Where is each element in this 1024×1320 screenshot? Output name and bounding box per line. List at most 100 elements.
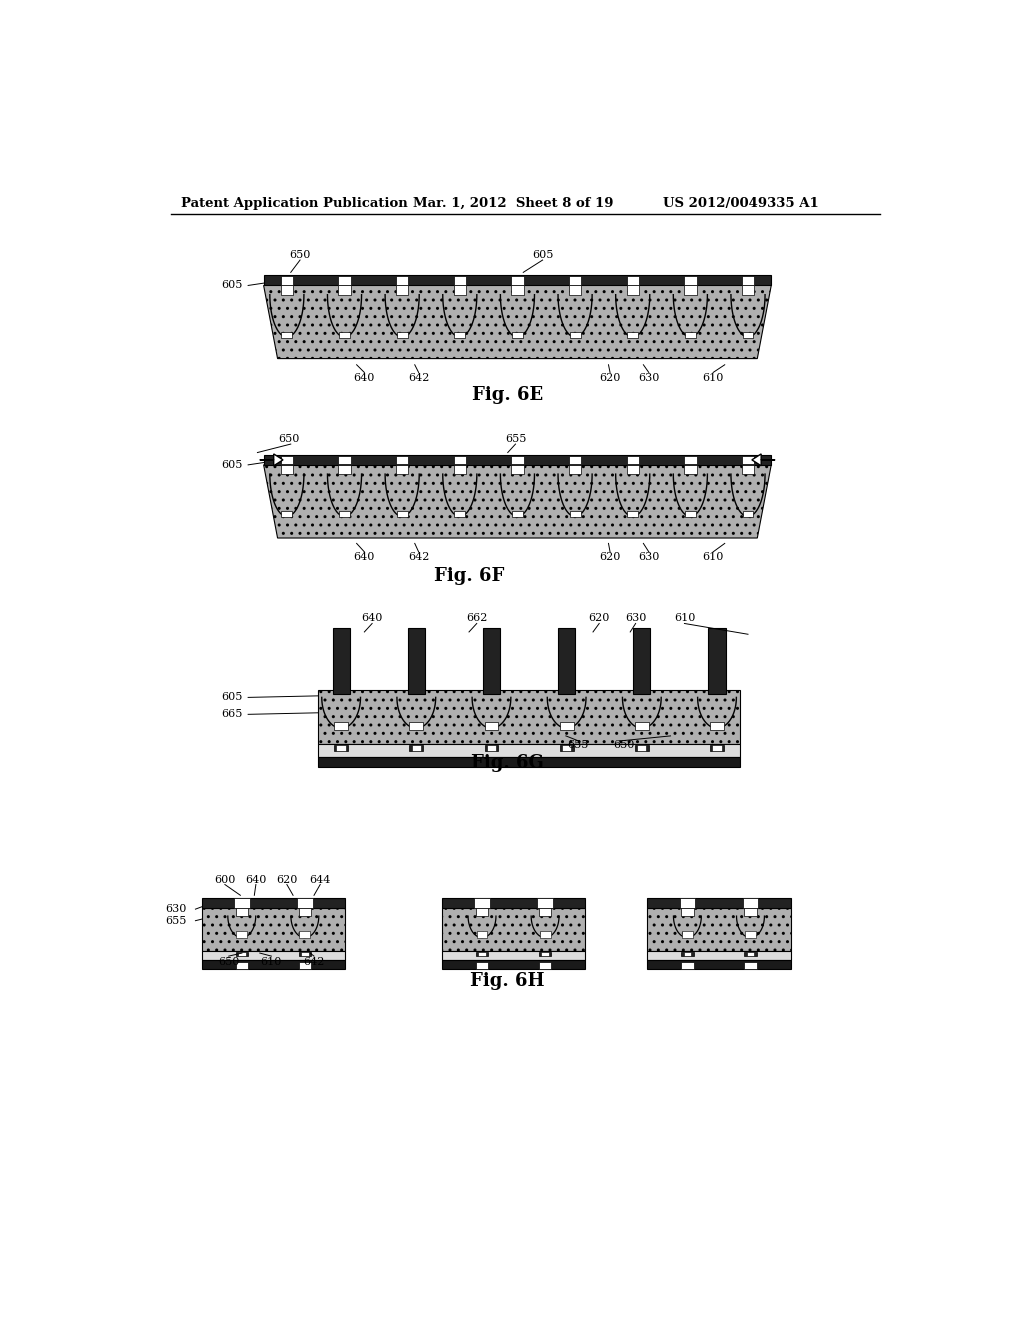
Bar: [317, 758, 740, 767]
Bar: [483, 628, 500, 693]
Bar: [299, 961, 311, 969]
Bar: [455, 331, 465, 338]
Text: 620: 620: [599, 552, 621, 562]
Bar: [682, 932, 693, 937]
Bar: [281, 276, 293, 285]
Bar: [442, 898, 586, 908]
Bar: [299, 908, 311, 916]
Bar: [455, 511, 465, 517]
Bar: [560, 722, 573, 730]
Bar: [317, 743, 740, 758]
Bar: [337, 744, 346, 751]
Bar: [744, 952, 757, 956]
Text: Mar. 1, 2012  Sheet 8 of 19: Mar. 1, 2012 Sheet 8 of 19: [414, 197, 613, 210]
Text: 600: 600: [214, 875, 236, 884]
Bar: [476, 908, 488, 916]
Text: 610: 610: [702, 372, 724, 383]
Bar: [647, 950, 791, 960]
Bar: [281, 285, 293, 294]
Bar: [635, 722, 649, 730]
Text: 642: 642: [408, 552, 429, 562]
Bar: [511, 285, 523, 294]
Bar: [627, 465, 639, 474]
Bar: [202, 950, 345, 960]
Bar: [474, 899, 489, 908]
Polygon shape: [263, 285, 771, 359]
Bar: [396, 455, 409, 465]
Bar: [746, 952, 755, 956]
Bar: [333, 628, 349, 693]
Bar: [569, 276, 582, 285]
Text: 650: 650: [218, 957, 240, 966]
Text: Fig. 6H: Fig. 6H: [470, 972, 545, 990]
Bar: [633, 628, 650, 693]
Bar: [744, 908, 757, 916]
Bar: [338, 465, 350, 474]
Bar: [511, 455, 523, 465]
Text: 650: 650: [613, 741, 635, 750]
Bar: [710, 744, 724, 751]
Text: 610: 610: [261, 957, 282, 966]
Bar: [681, 908, 693, 916]
Bar: [202, 898, 345, 908]
Text: 650: 650: [290, 251, 310, 260]
Bar: [709, 628, 726, 693]
Bar: [486, 744, 496, 751]
Bar: [478, 952, 486, 956]
Text: 650: 650: [279, 434, 300, 445]
Bar: [454, 465, 466, 474]
Bar: [685, 331, 695, 338]
Bar: [569, 455, 582, 465]
Bar: [647, 898, 791, 908]
Bar: [317, 690, 740, 743]
Bar: [742, 511, 754, 517]
Bar: [263, 276, 771, 285]
Text: 642: 642: [408, 372, 429, 383]
Bar: [339, 511, 350, 517]
Text: 655: 655: [505, 434, 526, 445]
Bar: [713, 744, 722, 751]
Bar: [569, 285, 582, 294]
Bar: [681, 961, 693, 969]
Bar: [484, 722, 499, 730]
Bar: [539, 908, 551, 916]
Bar: [476, 961, 488, 969]
Bar: [297, 899, 312, 908]
Bar: [301, 952, 308, 956]
Bar: [741, 455, 755, 465]
Bar: [539, 952, 551, 956]
Bar: [512, 511, 523, 517]
Bar: [684, 455, 696, 465]
Bar: [635, 744, 649, 751]
Polygon shape: [752, 454, 775, 466]
Bar: [569, 331, 581, 338]
Text: 630: 630: [638, 552, 659, 562]
Bar: [511, 276, 523, 285]
Text: 655: 655: [165, 916, 186, 925]
Bar: [396, 276, 409, 285]
Bar: [202, 960, 345, 969]
Bar: [454, 455, 466, 465]
Bar: [684, 285, 696, 294]
Bar: [627, 276, 639, 285]
Polygon shape: [260, 454, 283, 466]
Bar: [396, 465, 409, 474]
Text: Fig. 6G: Fig. 6G: [471, 754, 544, 772]
Bar: [484, 744, 499, 751]
Bar: [396, 511, 408, 517]
Text: Patent Application Publication: Patent Application Publication: [180, 197, 408, 210]
Bar: [511, 465, 523, 474]
Text: 605: 605: [221, 459, 243, 470]
Bar: [334, 722, 348, 730]
Bar: [628, 331, 638, 338]
Text: US 2012/0049335 A1: US 2012/0049335 A1: [663, 197, 818, 210]
Text: 620: 620: [589, 612, 610, 623]
Text: 610: 610: [674, 612, 695, 623]
Bar: [710, 722, 724, 730]
Bar: [647, 960, 791, 969]
Bar: [647, 908, 791, 950]
Bar: [408, 628, 425, 693]
Bar: [338, 276, 350, 285]
Text: 642: 642: [303, 957, 325, 966]
Bar: [560, 744, 573, 751]
